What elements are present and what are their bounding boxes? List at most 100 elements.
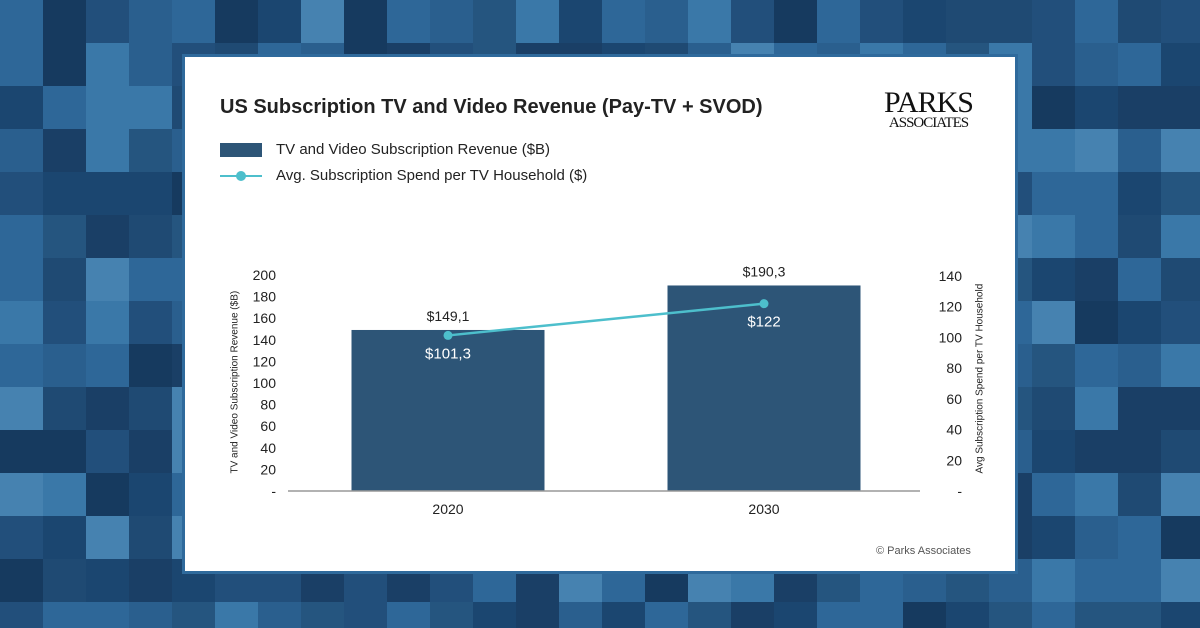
mosaic-tile <box>301 0 344 43</box>
x-tick-label: 2030 <box>748 501 779 517</box>
mosaic-tile <box>1032 172 1075 215</box>
mosaic-tile <box>86 387 129 430</box>
mosaic-tile <box>1118 129 1161 172</box>
mosaic-tile <box>1161 602 1200 628</box>
mosaic-tile <box>1032 344 1075 387</box>
mosaic-tile <box>430 0 473 43</box>
mosaic-tile <box>129 344 172 387</box>
mosaic-tile <box>86 344 129 387</box>
mosaic-tile <box>129 430 172 473</box>
mosaic-tile <box>1075 0 1118 43</box>
mosaic-tile <box>1075 387 1118 430</box>
mosaic-tile <box>86 215 129 258</box>
mosaic-tile <box>86 43 129 86</box>
mosaic-tile <box>1161 516 1200 559</box>
mosaic-tile <box>1161 430 1200 473</box>
mosaic-tile <box>1032 602 1075 628</box>
mosaic-tile <box>731 602 774 628</box>
mosaic-tile <box>129 387 172 430</box>
mosaic-tile <box>129 172 172 215</box>
line-data-label: $122 <box>747 314 780 331</box>
line-data-label: $101,3 <box>425 345 471 362</box>
mosaic-tile <box>1161 0 1200 43</box>
parks-associates-logo: PARKS ASSOCIATES <box>884 88 974 131</box>
mosaic-tile <box>1032 559 1075 602</box>
mosaic-tile <box>1075 559 1118 602</box>
mosaic-tile <box>1075 473 1118 516</box>
mosaic-tile <box>129 516 172 559</box>
y-left-tick-label: 80 <box>260 397 276 413</box>
mosaic-tile <box>387 0 430 43</box>
mosaic-tile <box>43 602 86 628</box>
mosaic-tile <box>1161 473 1200 516</box>
mosaic-tile <box>1075 344 1118 387</box>
y-left-tick-label: 20 <box>260 461 276 477</box>
mosaic-tile <box>688 602 731 628</box>
mosaic-tile <box>817 0 860 43</box>
mosaic-tile <box>258 0 301 43</box>
bar-2030 <box>667 285 861 491</box>
mosaic-tile <box>946 602 989 628</box>
mosaic-tile <box>86 86 129 129</box>
mosaic-tile <box>1118 86 1161 129</box>
mosaic-tile <box>0 43 43 86</box>
mosaic-tile <box>1118 473 1161 516</box>
mosaic-tile <box>1075 43 1118 86</box>
mosaic-tile <box>688 0 731 43</box>
mosaic-tile <box>129 559 172 602</box>
y-right-tick-label: 40 <box>946 422 962 438</box>
y-left-tick-label: 120 <box>253 353 277 369</box>
y-right-tick-label: 120 <box>939 299 963 315</box>
mosaic-tile <box>473 0 516 43</box>
mosaic-tile <box>0 602 43 628</box>
y-right-tick-label: 60 <box>946 391 962 407</box>
y-left-tick-label: - <box>271 483 276 499</box>
mosaic-tile <box>1161 301 1200 344</box>
mosaic-tile <box>1032 129 1075 172</box>
mosaic-tile <box>215 602 258 628</box>
mosaic-tile <box>1032 301 1075 344</box>
mosaic-tile <box>129 301 172 344</box>
y-left-tick-label: 60 <box>260 418 276 434</box>
mosaic-tile <box>0 559 43 602</box>
mosaic-tile <box>0 172 43 215</box>
mosaic-tile <box>731 0 774 43</box>
y-left-tick-label: 180 <box>253 289 277 305</box>
mosaic-tile <box>172 0 215 43</box>
mosaic-tile <box>1161 86 1200 129</box>
mosaic-tile <box>43 473 86 516</box>
y-right-tick-label: 140 <box>939 268 963 284</box>
mosaic-tile <box>1075 301 1118 344</box>
mosaic-tile <box>860 0 903 43</box>
mosaic-tile <box>301 602 344 628</box>
y-right-tick-label: - <box>957 483 962 499</box>
mosaic-tile <box>86 0 129 43</box>
mosaic-tile <box>1118 301 1161 344</box>
mosaic-tile <box>1032 473 1075 516</box>
chart-card <box>182 54 1018 574</box>
mosaic-tile <box>602 0 645 43</box>
mosaic-tile <box>1032 215 1075 258</box>
mosaic-tile <box>645 0 688 43</box>
mosaic-tile <box>1161 129 1200 172</box>
mosaic-tile <box>215 0 258 43</box>
mosaic-tile <box>559 0 602 43</box>
mosaic-tile <box>1161 559 1200 602</box>
mosaic-tile <box>86 516 129 559</box>
mosaic-tile <box>0 516 43 559</box>
mosaic-tile <box>1075 258 1118 301</box>
y-right-tick-label: 100 <box>939 329 963 345</box>
mosaic-tile <box>86 602 129 628</box>
mosaic-tile <box>0 473 43 516</box>
mosaic-tile <box>1161 43 1200 86</box>
mosaic-tile <box>86 473 129 516</box>
mosaic-tile <box>559 602 602 628</box>
spend-point-2030 <box>759 299 769 309</box>
mosaic-tile <box>129 215 172 258</box>
mosaic-tile <box>43 387 86 430</box>
bar-data-label: $149,1 <box>427 308 470 324</box>
mosaic-tile <box>989 0 1032 43</box>
legend-line-swatch <box>220 169 262 183</box>
mosaic-tile <box>473 602 516 628</box>
